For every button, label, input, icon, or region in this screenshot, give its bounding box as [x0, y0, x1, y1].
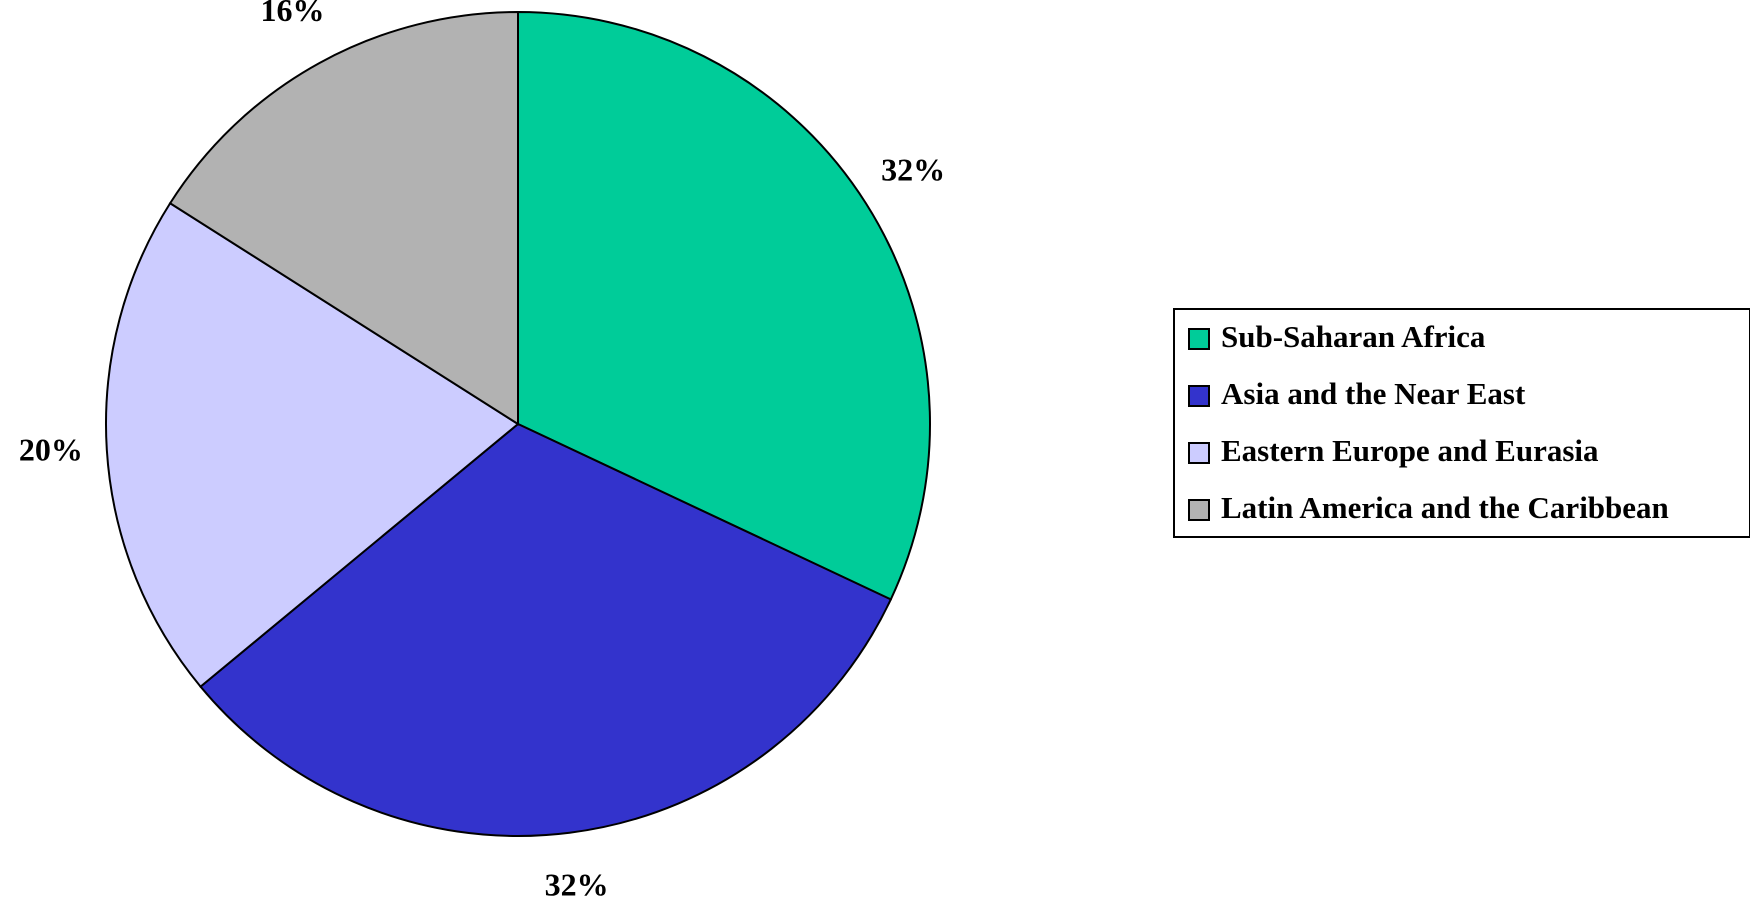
pie-data-labels: 32% 32% 20% 16%	[19, 0, 945, 903]
data-label-asia-and-the-near-east: 32%	[545, 867, 609, 901]
legend-swatch-latin-america-and-the-caribbean	[1188, 499, 1210, 521]
pie-slice-eastern-europe-and-eurasia	[105, 201, 520, 689]
legend-frame	[1173, 308, 1750, 538]
legend-items: Sub-Saharan Africa Asia and the Near East…	[1188, 319, 1669, 525]
data-label-latin-america-and-the-caribbean: 16%	[261, 0, 325, 28]
pie-slice-latin-america-and-the-caribbean	[168, 10, 519, 426]
legend-label-asia-and-the-near-east: Asia and the Near East	[1221, 376, 1526, 411]
legend-swatch-eastern-europe-and-eurasia	[1188, 442, 1210, 464]
legend-label-eastern-europe-and-eurasia: Eastern Europe and Eurasia	[1221, 433, 1599, 468]
pie-slice-asia-and-the-near-east	[199, 422, 893, 837]
legend-swatch-sub-saharan-africa	[1188, 328, 1210, 350]
legend-swatch-asia-and-the-near-east	[1188, 385, 1210, 407]
data-label-sub-saharan-africa: 32%	[881, 152, 945, 188]
legend-label-latin-america-and-the-caribbean: Latin America and the Caribbean	[1221, 490, 1669, 525]
data-label-eastern-europe-and-eurasia: 20%	[19, 432, 83, 468]
pie-slices	[105, 10, 931, 837]
legend: Sub-Saharan Africa Asia and the Near East…	[1173, 308, 1750, 538]
legend-label-sub-saharan-africa: Sub-Saharan Africa	[1221, 319, 1486, 354]
pie-slice-sub-saharan-africa	[517, 10, 931, 601]
